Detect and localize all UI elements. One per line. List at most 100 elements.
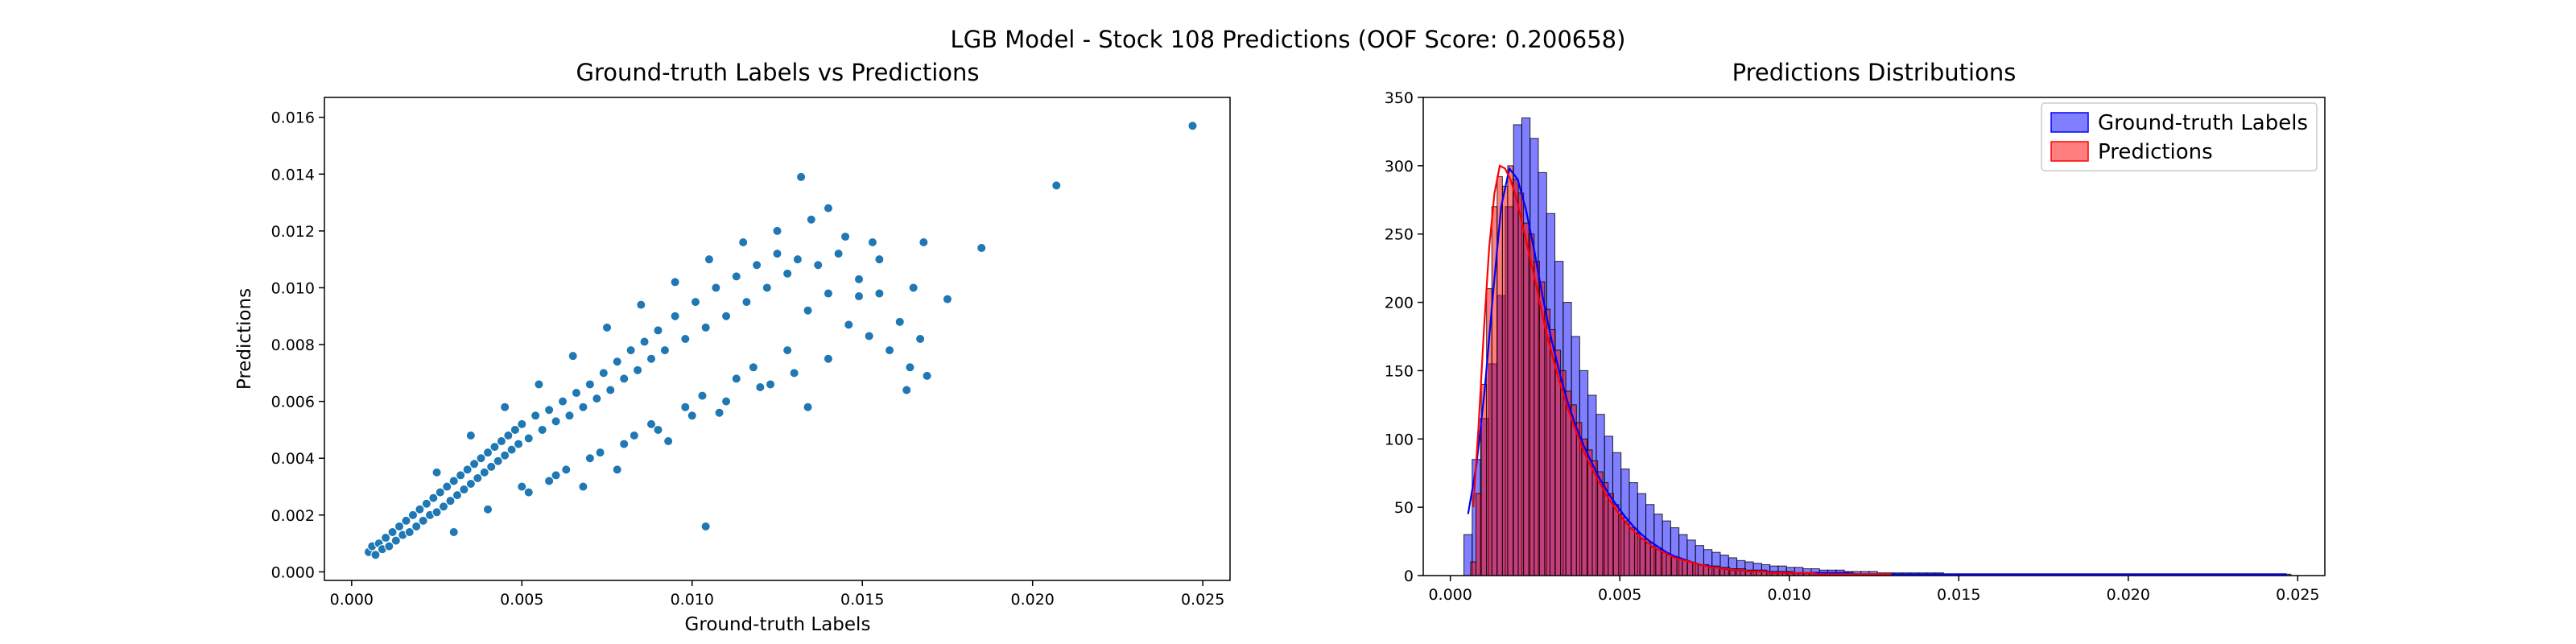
scatter-point: [700, 521, 711, 531]
histogram-y-tick-label: 50: [1394, 499, 1414, 517]
scatter-point: [431, 507, 442, 518]
histogram-bar-predictions: [1517, 192, 1525, 576]
scatter-point: [523, 433, 534, 444]
histogram-y-tick-label: 200: [1385, 295, 1414, 312]
scatter-title: Ground-truth Labels vs Predictions: [576, 59, 979, 86]
scatter-point: [493, 456, 503, 466]
scatter-point: [404, 527, 415, 537]
legend-label-predictions: Predictions: [2098, 140, 2213, 164]
scatter-point: [381, 533, 391, 543]
scatter-point: [636, 299, 646, 310]
histogram-bar-predictions: [1528, 233, 1535, 576]
scatter-point: [738, 237, 749, 247]
scatter-point: [789, 368, 799, 378]
scatter-point: [653, 424, 663, 435]
scatter-point: [428, 493, 439, 503]
scatter-y-tick-label: 0.012: [271, 223, 315, 241]
scatter-panel: Ground-truth Labels vs Predictions 0.000…: [234, 59, 1231, 635]
scatter-point: [700, 322, 711, 332]
scatter-point: [578, 402, 588, 412]
histogram-y-tick-label: 300: [1385, 158, 1414, 175]
legend-frame: [2041, 102, 2318, 171]
scatter-point: [462, 464, 473, 475]
scatter-point: [646, 419, 657, 429]
scatter-point: [431, 467, 442, 477]
scatter-point: [584, 379, 595, 390]
scatter-point: [864, 331, 874, 341]
histogram-bar-predictions: [1476, 493, 1482, 576]
scatter-point: [915, 334, 926, 344]
scatter-point: [503, 431, 514, 440]
histogram-x-tick-label: 0.010: [1768, 586, 1811, 604]
scatter-point: [905, 362, 915, 373]
scatter-point: [894, 316, 905, 327]
scatter-point: [1187, 121, 1198, 131]
scatter-point: [415, 504, 425, 514]
histogram-title: Predictions Distributions: [1732, 59, 2017, 86]
scatter-y-tick-label: 0.000: [271, 564, 315, 581]
scatter-point: [401, 515, 411, 526]
scatter-y-tick-label: 0.006: [271, 394, 315, 411]
histogram-x-tick-label: 0.015: [1937, 586, 1980, 604]
histogram-bar-predictions: [1686, 561, 1694, 576]
scatter-point: [534, 379, 544, 390]
scatter-point: [517, 419, 527, 429]
scatter-point: [714, 407, 724, 418]
scatter-point: [646, 353, 657, 364]
scatter-point: [592, 394, 602, 404]
scatter-point: [772, 225, 782, 236]
scatter-point: [530, 411, 541, 421]
scatter-point: [687, 411, 697, 421]
scatter-point: [602, 322, 613, 332]
scatter-point: [844, 320, 854, 330]
scatter-y-tick-label: 0.010: [271, 279, 315, 297]
histogram-x-tick-label: 0.005: [1598, 586, 1641, 604]
scatter-point: [595, 448, 605, 458]
histogram-kde-lines: [1467, 164, 2287, 576]
scatter-point: [418, 515, 428, 526]
scatter-point: [452, 490, 462, 501]
scatter-point: [483, 504, 493, 514]
scatter-point: [902, 385, 912, 395]
histogram-y-ticks: 0 50 100 150 200 250 300 350: [1385, 89, 1423, 585]
histogram-bar-predictions: [1682, 559, 1688, 576]
scatter-point: [704, 254, 714, 265]
scatter-point: [551, 416, 561, 427]
histogram-x-tick-label: 0.020: [2107, 586, 2150, 604]
scatter-point: [629, 431, 639, 440]
scatter-point: [387, 527, 398, 537]
histogram-bar-predictions: [1639, 538, 1646, 576]
scatter-point: [456, 470, 466, 481]
histogram-bar-predictions: [1523, 222, 1530, 576]
scatter-x-ticks: 0.000 0.005 0.010 0.015 0.020 0.025: [330, 580, 1224, 609]
scatter-point: [782, 345, 793, 356]
scatter-point: [506, 444, 517, 455]
scatter-x-tick-label: 0.020: [1010, 591, 1054, 609]
scatter-y-axis-label: Predictions: [234, 288, 255, 390]
scatter-point: [922, 370, 932, 381]
scatter-point: [854, 291, 865, 302]
scatter-point: [752, 260, 762, 270]
histogram-legend: Ground-truth Labels Predictions: [2041, 102, 2318, 171]
scatter-point: [407, 510, 418, 520]
scatter-y-tick-label: 0.014: [271, 166, 315, 184]
scatter-point: [748, 362, 758, 373]
scatter-point: [690, 297, 700, 308]
scatter-point: [411, 521, 422, 531]
legend-swatch-predictions: [2050, 141, 2089, 162]
scatter-x-tick-label: 0.005: [500, 591, 543, 609]
scatter-point: [741, 297, 752, 308]
scatter-point: [558, 396, 568, 407]
histogram-bar-predictions: [1649, 546, 1657, 576]
scatter-point: [697, 390, 708, 401]
scatter-point: [755, 382, 766, 392]
scatter-point: [711, 283, 721, 293]
scatter-point: [803, 402, 813, 412]
histogram-y-tick-label: 250: [1385, 226, 1414, 244]
scatter-point: [813, 260, 824, 270]
histogram-bar-predictions: [1660, 551, 1667, 576]
histogram-bar-predictions: [1618, 514, 1624, 576]
histogram-bar-predictions: [1612, 504, 1620, 576]
scatter-point: [514, 439, 524, 449]
scatter-point: [619, 439, 630, 449]
